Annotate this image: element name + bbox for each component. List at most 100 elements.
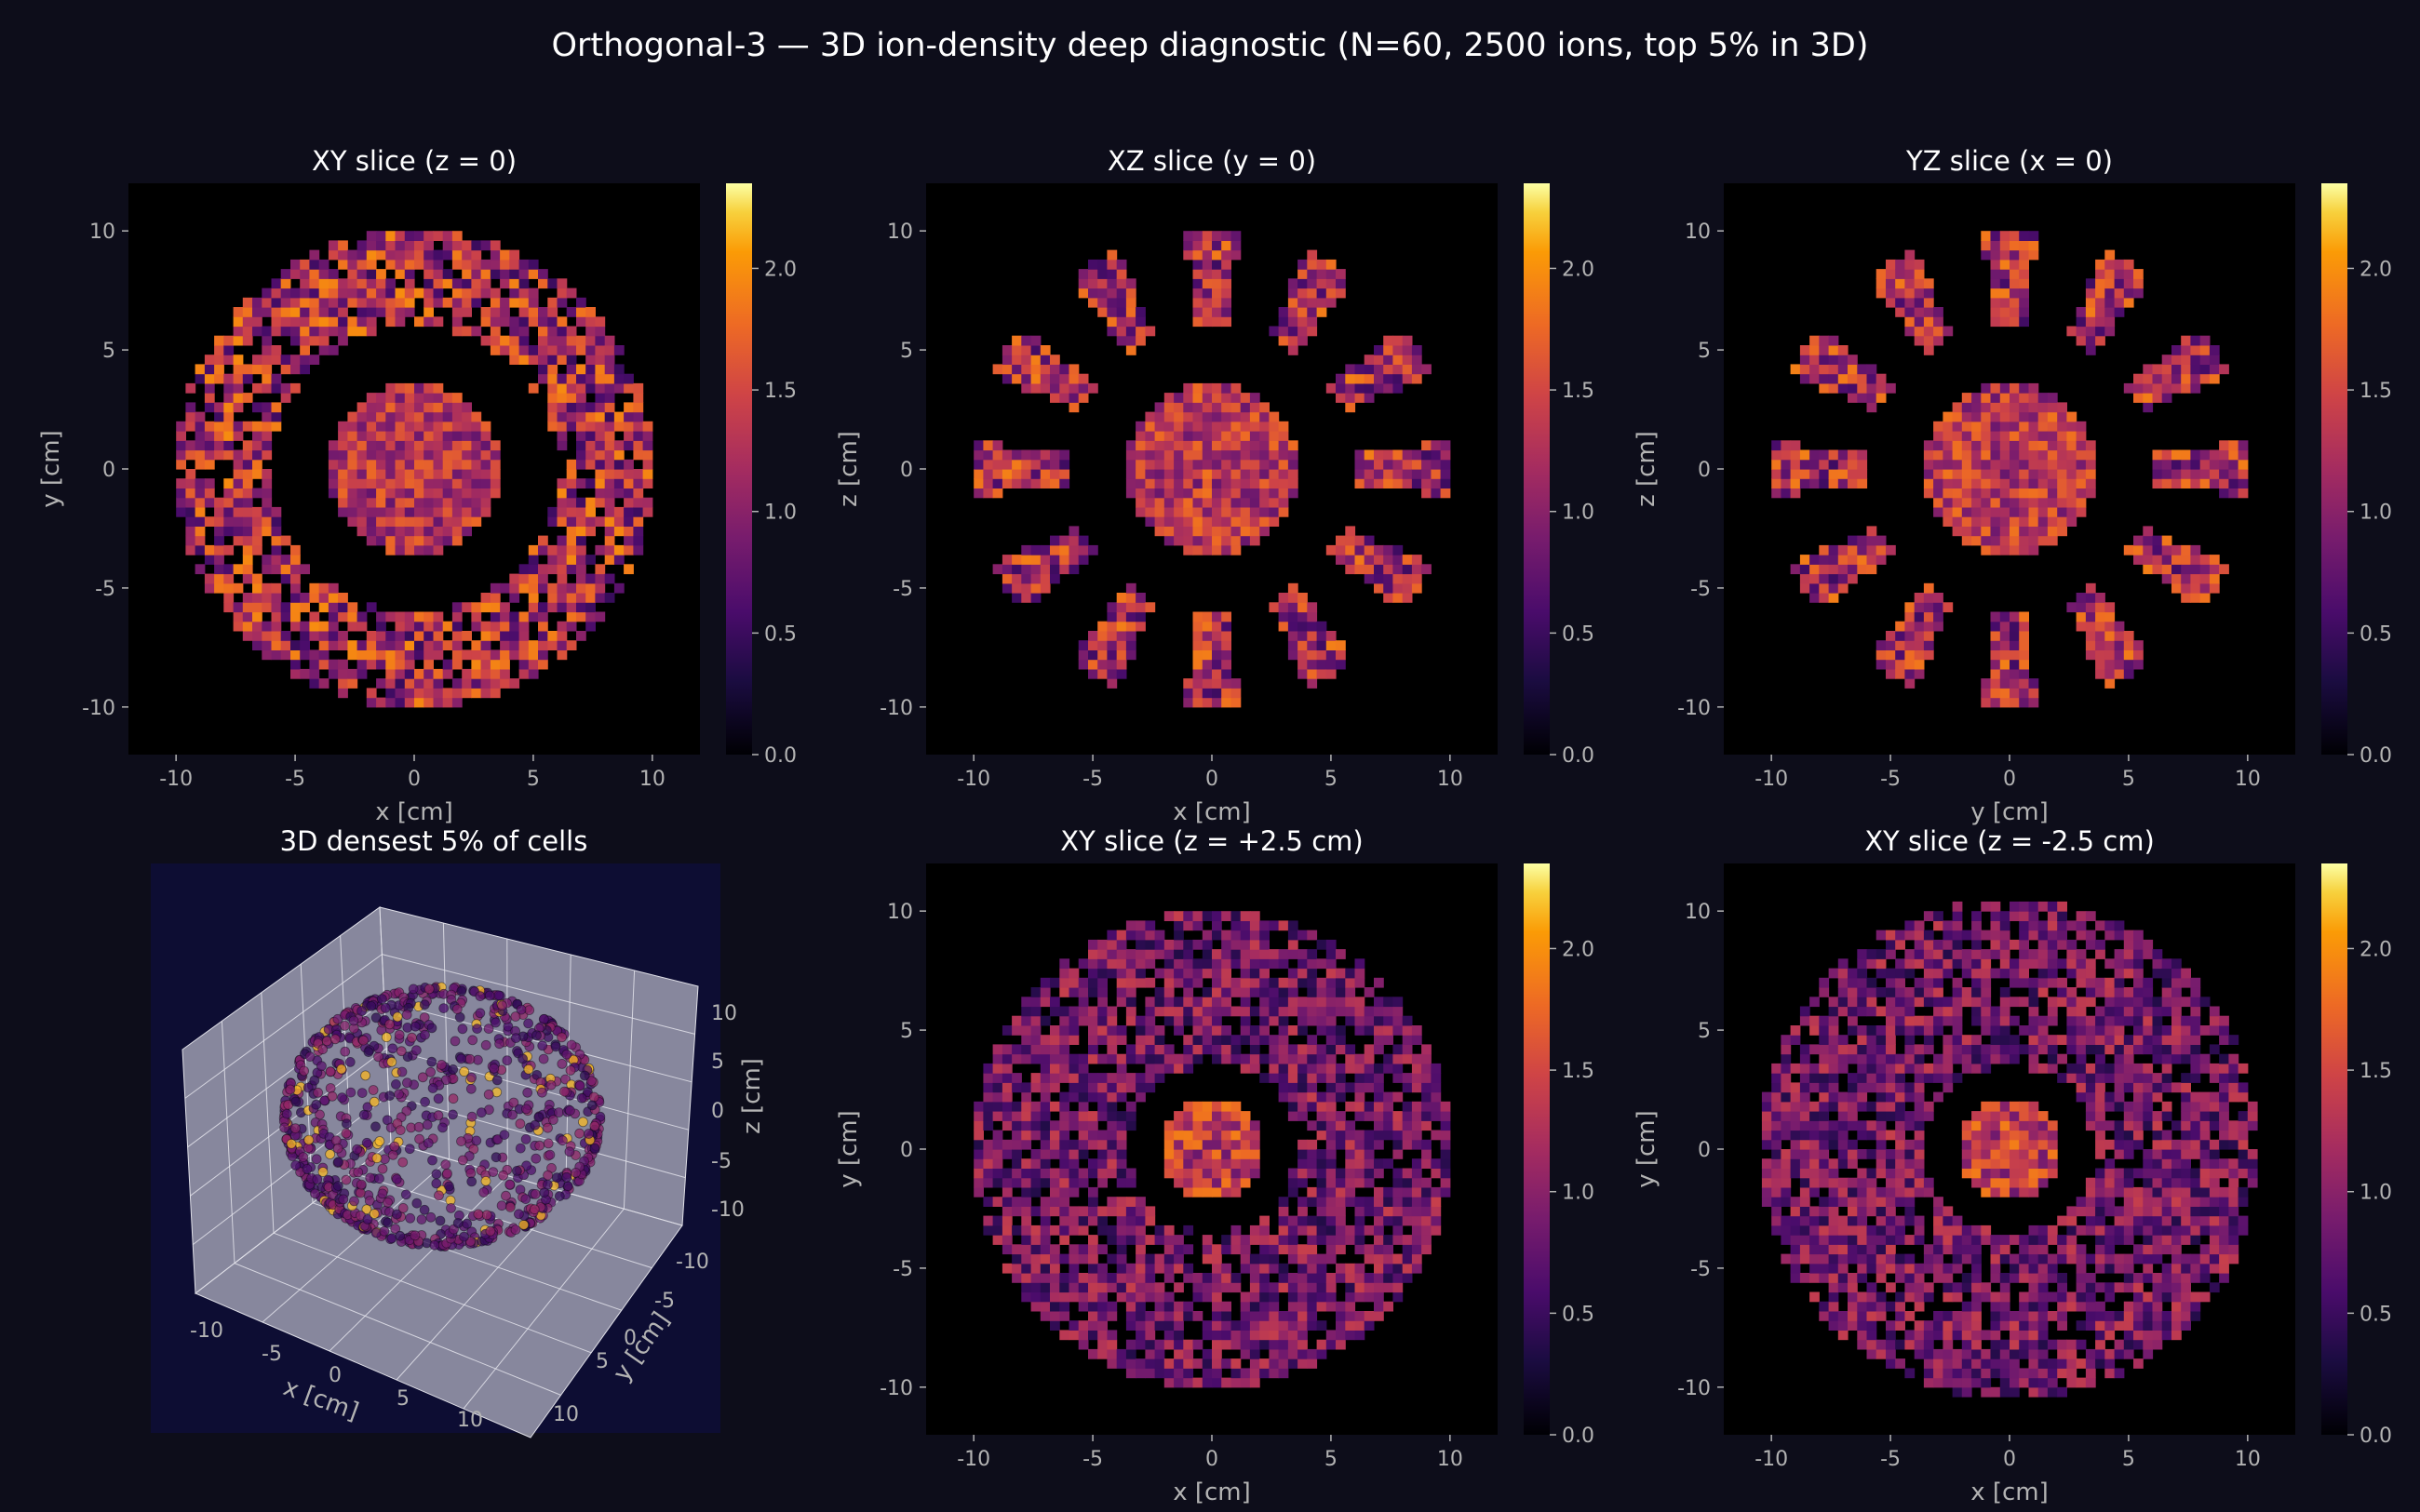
heatmap-cell xyxy=(451,421,463,432)
heatmap-cell xyxy=(1097,1101,1108,1112)
heatmap-cell xyxy=(356,488,368,499)
heatmap-cell xyxy=(1125,649,1136,661)
heatmap-cell xyxy=(1278,1339,1289,1350)
heatmap-cell xyxy=(1269,1006,1280,1017)
heatmap-cell xyxy=(1383,373,1393,384)
heatmap-cell xyxy=(1192,382,1203,394)
heatmap-cell xyxy=(385,668,397,679)
heatmap-cell xyxy=(1174,469,1184,479)
heatmap-cell xyxy=(1163,1358,1175,1369)
heatmap-cell xyxy=(1192,920,1203,931)
heatmap-cell xyxy=(395,649,406,661)
heatmap-cell xyxy=(414,488,424,499)
heatmap-cell xyxy=(290,297,301,308)
heatmap-cell xyxy=(471,240,482,251)
heatmap-cell xyxy=(992,469,1003,479)
heatmap-cell xyxy=(1145,506,1156,517)
scatter-point xyxy=(340,1046,351,1057)
heatmap-cell xyxy=(1145,497,1156,508)
heatmap-cell xyxy=(595,582,606,594)
heatmap-cell xyxy=(204,449,215,461)
heatmap-cell xyxy=(500,269,510,279)
heatmap-cell xyxy=(974,449,984,461)
heatmap-cell xyxy=(1116,997,1127,1008)
heatmap-cell xyxy=(300,355,310,365)
heatmap-cell xyxy=(1278,1235,1289,1245)
heatmap-cell xyxy=(1421,478,1432,488)
heatmap-cell xyxy=(2076,488,2087,499)
heatmap-cell xyxy=(2190,582,2201,594)
heatmap-cell xyxy=(1287,440,1298,451)
heatmap-cell xyxy=(1174,1330,1184,1341)
heatmap-cell xyxy=(604,459,615,470)
heatmap-cell xyxy=(576,382,586,394)
heatmap-cell xyxy=(1221,278,1231,289)
heatmap-cell xyxy=(1278,1348,1289,1359)
heatmap-cell xyxy=(414,516,424,527)
heatmap-cell xyxy=(1002,1120,1013,1131)
heatmap-cell xyxy=(471,640,482,650)
heatmap-cell xyxy=(585,573,596,584)
heatmap-cell xyxy=(1999,544,2010,555)
heatmap-cell xyxy=(385,411,397,422)
heatmap-cell xyxy=(1857,478,1868,488)
heatmap-cell xyxy=(1212,958,1222,970)
heatmap-cell xyxy=(1136,440,1146,451)
heatmap-cell xyxy=(1012,1177,1022,1188)
heatmap-cell xyxy=(1230,1149,1242,1159)
heatmap-cell xyxy=(557,326,568,337)
heatmap-cell xyxy=(309,582,320,594)
heatmap-cell xyxy=(1136,1320,1146,1331)
heatmap-cell xyxy=(1202,459,1213,470)
heatmap-cell xyxy=(1249,411,1260,422)
scatter-point xyxy=(410,1021,421,1032)
heatmap-cell xyxy=(1116,1053,1127,1064)
heatmap-cell xyxy=(1069,393,1080,403)
heatmap-cell xyxy=(1952,488,1963,499)
heatmap-cell xyxy=(1336,278,1346,289)
heatmap-cell xyxy=(585,449,596,461)
heatmap-cell xyxy=(1287,1186,1298,1198)
heatmap-cell xyxy=(1040,1244,1051,1255)
heatmap-cell xyxy=(442,459,453,470)
heatmap-cell xyxy=(1278,469,1289,479)
heatmap-cell xyxy=(974,1130,984,1141)
heatmap-cell xyxy=(1240,1053,1251,1064)
heatmap-cell xyxy=(2019,297,2029,308)
heatmap-cell xyxy=(1012,478,1022,488)
heatmap-cell xyxy=(1269,449,1280,461)
heatmap-cell xyxy=(547,544,558,555)
heatmap-cell xyxy=(414,544,424,555)
heatmap-cell xyxy=(1221,1377,1231,1388)
heatmap-cell xyxy=(1943,506,1954,517)
heatmap-cell xyxy=(318,307,329,317)
heatmap-cell xyxy=(1999,231,2010,241)
heatmap-cell xyxy=(2161,469,2172,479)
heatmap-cell xyxy=(414,240,424,251)
scatter-point xyxy=(534,1140,545,1151)
heatmap-cell xyxy=(566,478,577,488)
heatmap-cell xyxy=(1981,478,1992,488)
heatmap-cell xyxy=(1990,411,2001,422)
heatmap-cell xyxy=(1192,1149,1203,1159)
heatmap-cell xyxy=(1040,1139,1051,1150)
heatmap-cell xyxy=(185,506,196,517)
heatmap-cell xyxy=(1240,421,1251,432)
heatmap-cell xyxy=(414,288,424,299)
heatmap-cell xyxy=(1059,1168,1070,1179)
heatmap-cell xyxy=(385,297,397,308)
heatmap-cell xyxy=(1278,1263,1289,1274)
heatmap-cell xyxy=(195,364,206,375)
heatmap-cell xyxy=(1097,1311,1108,1321)
heatmap-cell xyxy=(233,469,244,479)
heatmap-cell xyxy=(1933,506,1943,517)
heatmap-cell xyxy=(1107,958,1118,970)
heatmap-cell xyxy=(1069,1073,1080,1083)
heatmap-cell xyxy=(1202,478,1213,488)
scatter-point xyxy=(501,1190,511,1201)
heatmap-cell xyxy=(1316,297,1327,308)
heatmap-cell xyxy=(414,611,424,622)
heatmap-cell xyxy=(1799,582,1810,594)
heatmap-cell xyxy=(1999,288,2010,299)
